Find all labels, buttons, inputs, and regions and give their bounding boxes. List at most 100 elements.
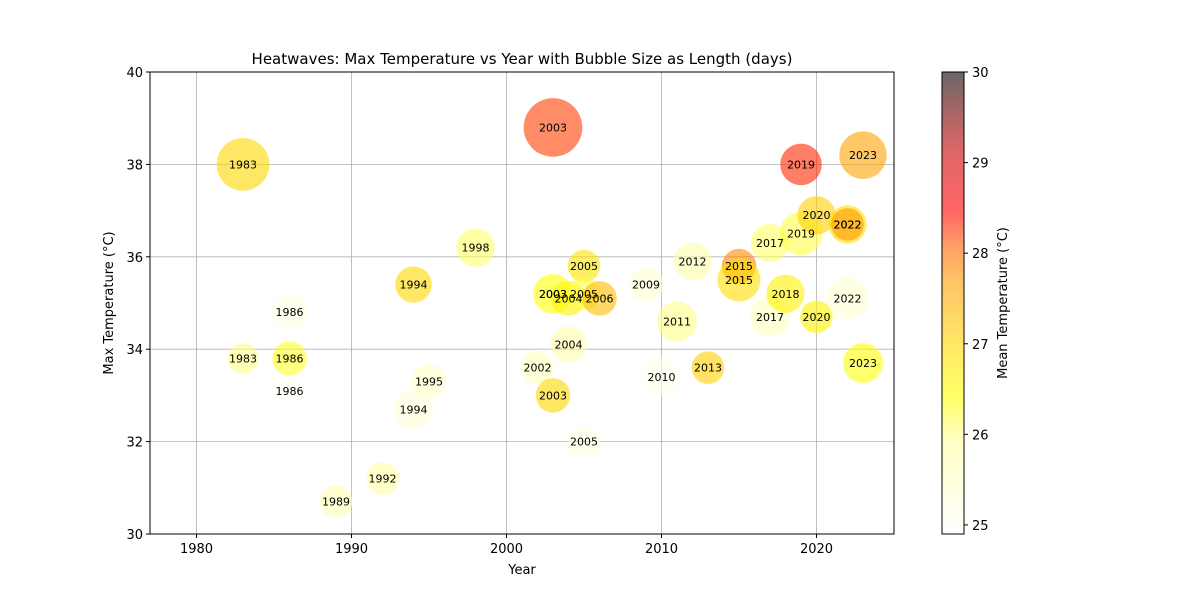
bubble <box>535 378 571 413</box>
bubble-label: 2009 <box>632 279 660 292</box>
bubble-label: 1989 <box>322 496 350 509</box>
bubble <box>411 364 447 399</box>
bubble-label: 2019 <box>787 158 815 171</box>
colorbar: 25 26 27 28 29 30 Mean Temperature (°C) <box>941 66 1011 535</box>
bubble <box>797 196 836 235</box>
bubble-label: 2018 <box>772 288 800 301</box>
bubble-label: 2004 <box>555 339 583 352</box>
bubble <box>642 357 681 397</box>
bubble-label: 1994 <box>400 279 428 292</box>
bubble <box>673 242 712 281</box>
bubble <box>272 294 307 330</box>
bubble-label: 1992 <box>369 473 397 486</box>
bubble-label: 1986 <box>276 306 304 319</box>
bubble-label: 2004 <box>555 292 583 305</box>
bubble-label: 2017 <box>756 237 784 250</box>
bubble-label: 2005 <box>570 288 598 301</box>
bubble-label: 1998 <box>462 242 490 255</box>
bubble-label: 1994 <box>400 403 428 416</box>
bubble <box>567 249 601 283</box>
y-tick-label: 34 <box>126 343 143 358</box>
colorbar-tick-label: 26 <box>972 428 989 443</box>
bubble <box>227 343 259 374</box>
x-axis-label: Year <box>507 563 536 578</box>
colorbar-tick-label: 28 <box>972 247 989 262</box>
bubble <box>766 274 805 313</box>
bubble-label: 2002 <box>524 362 552 375</box>
bubble <box>567 425 601 458</box>
bubble <box>456 228 495 267</box>
chart-title: Heatwaves: Max Temperature vs Year with … <box>252 50 793 68</box>
colorbar-frame <box>941 71 965 535</box>
x-tick-label: 1980 <box>180 542 213 557</box>
bubble <box>216 138 270 191</box>
colorbar-tick-label: 30 <box>972 66 989 81</box>
bubble-label: 2003 <box>539 389 567 402</box>
bubble-label: 2015 <box>725 260 753 273</box>
bubble <box>319 485 353 518</box>
x-tick-label: 2000 <box>490 542 523 557</box>
bubble-label: 2019 <box>787 228 815 241</box>
point-label-layer: 1983 1983 1986 1986 1986 1989 1992 1994 1994 1995… <box>229 121 877 508</box>
y-tick-label: 36 <box>126 251 143 266</box>
colorbar-tick-label: 25 <box>972 519 989 534</box>
bubble <box>521 351 554 384</box>
bubble <box>395 266 432 303</box>
bubble-label: 2005 <box>570 260 598 273</box>
bubble-label: 2013 <box>694 362 722 375</box>
bubble-label: 2006 <box>586 292 614 305</box>
bubble <box>843 343 883 383</box>
bubble-label: 2020 <box>803 311 831 324</box>
y-tick-label: 38 <box>126 158 143 173</box>
bubble-label: 2023 <box>849 357 877 370</box>
bubble-label: 2003 <box>539 288 567 301</box>
bubble <box>276 377 303 404</box>
bubble-label: 2022 <box>834 292 862 305</box>
x-tick-label: 2010 <box>645 542 678 557</box>
bubble-label: 2003 <box>539 121 567 134</box>
colorbar-tick-label: 29 <box>972 157 989 172</box>
bubble-label: 2010 <box>648 371 676 384</box>
bubble-label: 2017 <box>756 311 784 324</box>
colorbar-tick-label: 27 <box>972 338 989 353</box>
bubble-label: 1983 <box>229 352 257 365</box>
bubble-label: 2003 <box>539 288 567 301</box>
y-tick-label: 40 <box>126 66 143 81</box>
bubble <box>582 281 617 316</box>
bubble <box>657 301 697 342</box>
bubble <box>523 98 583 157</box>
bubble-label: 2011 <box>663 315 691 328</box>
bubble <box>831 208 864 241</box>
bubble <box>717 258 761 302</box>
y-tick-label: 30 <box>126 528 143 543</box>
colorbar-label: Mean Temperature (°C) <box>996 227 1011 379</box>
bubble <box>393 389 434 430</box>
y-axis-label: Max Temperature (°C) <box>102 231 117 374</box>
x-tick-label: 2020 <box>800 542 833 557</box>
bubble-layer <box>216 98 887 518</box>
bubble <box>366 462 399 495</box>
bubble-label: 1986 <box>276 352 304 365</box>
bubble-label: 2022 <box>834 218 862 231</box>
x-axis: 1980 1990 2000 2010 2020 <box>180 534 833 557</box>
bubble-label: 2020 <box>803 209 831 222</box>
bubble-label: 2022 <box>834 218 862 231</box>
bubble-label: 2005 <box>570 436 598 449</box>
bubble <box>826 277 869 320</box>
bubble-label: 2023 <box>849 149 877 162</box>
bubble-label: 1986 <box>276 385 304 398</box>
bubble-label: 2012 <box>679 255 707 268</box>
plot-frame <box>149 71 895 535</box>
bubble <box>550 326 587 363</box>
bubble <box>691 351 725 384</box>
bubble <box>800 300 833 334</box>
y-tick-label: 32 <box>126 436 143 451</box>
bubble <box>272 341 307 376</box>
bubble-label: 1983 <box>229 158 257 171</box>
bubble <box>628 267 664 302</box>
x-tick-label: 1990 <box>335 542 368 557</box>
y-axis: 30 32 34 36 38 40 <box>126 66 150 543</box>
bubble-label: 2015 <box>725 274 753 287</box>
bubble <box>839 131 887 179</box>
